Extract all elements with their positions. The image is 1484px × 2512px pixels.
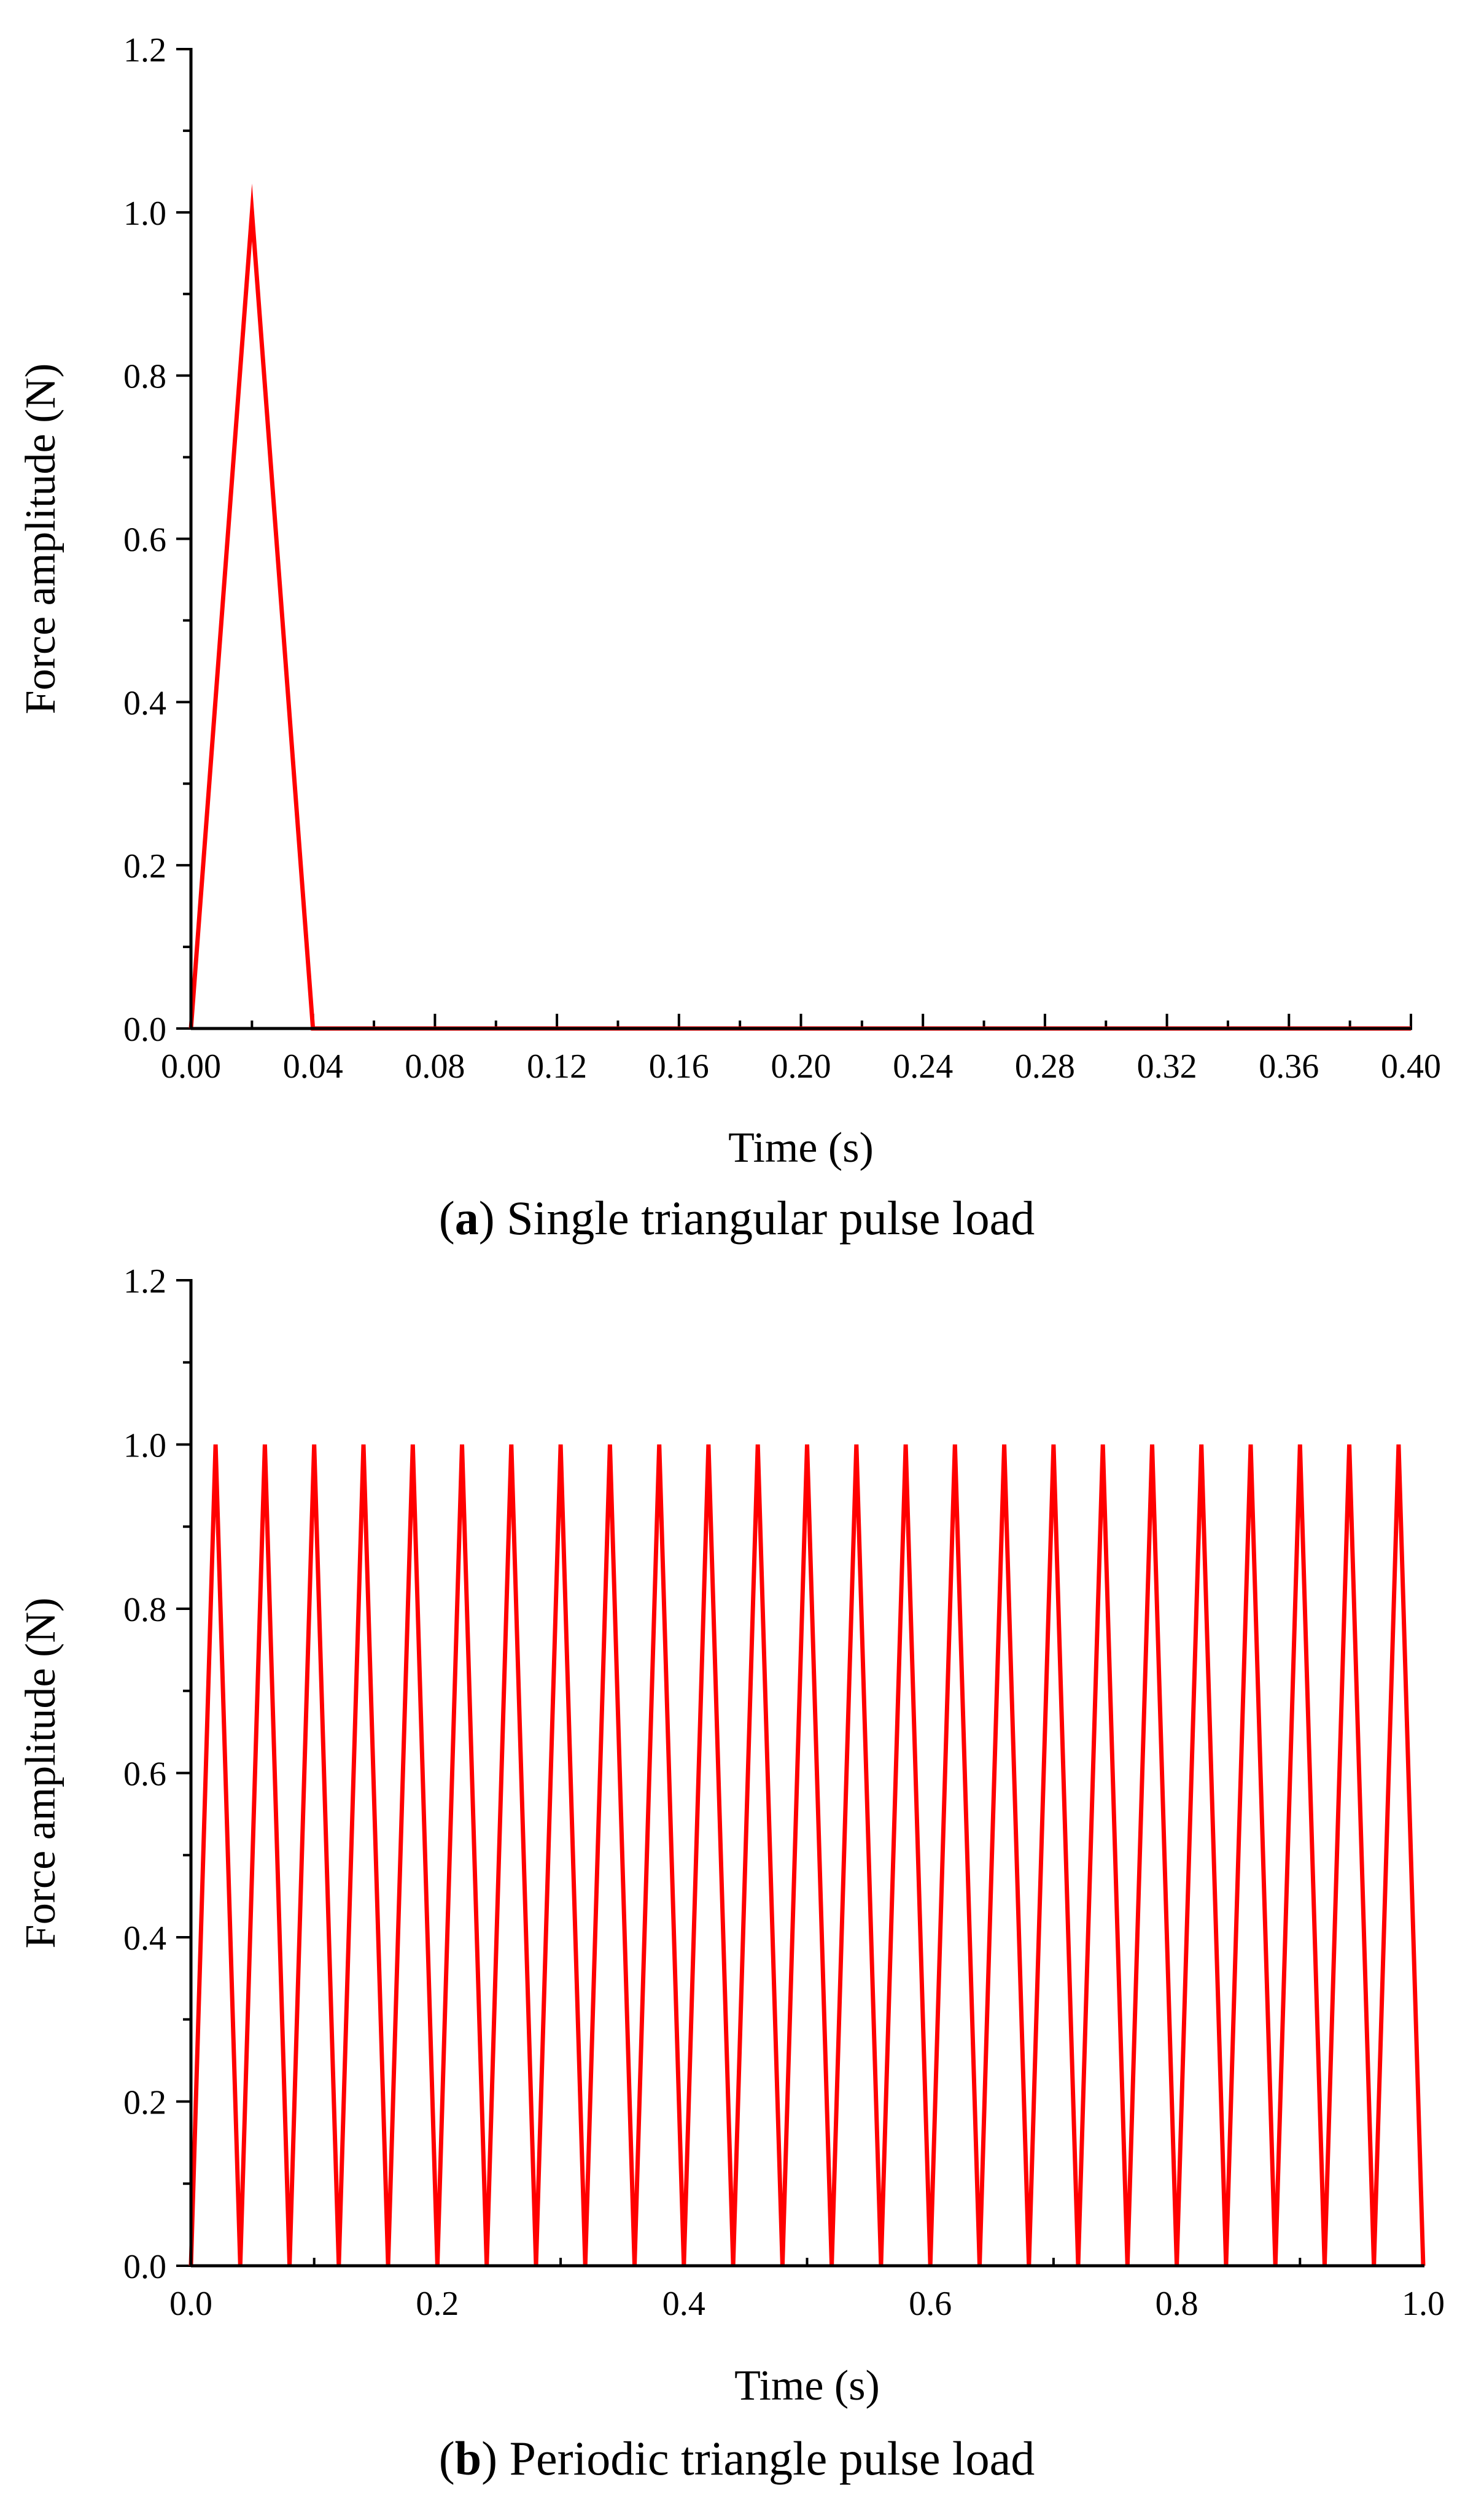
- chart-a-caption-title: Single triangular pulse load: [507, 1191, 1035, 1245]
- chart-b-x-tick-label: 0.4: [662, 2285, 705, 2323]
- chart-a-x-tick-label: 0.16: [649, 1048, 709, 1086]
- chart-a-x-tick-label: 0.32: [1137, 1048, 1197, 1086]
- chart-a-x-tick-label: 0.24: [893, 1048, 953, 1086]
- chart-a-y-tick-label: 0.6: [123, 521, 166, 559]
- chart-b-caption-letter: b: [455, 2432, 481, 2485]
- chart-a-x-tick-label: 0.04: [283, 1048, 343, 1086]
- chart-a-y-tick-label: 0.8: [123, 358, 166, 396]
- chart-a-x-axis-title: Time (s): [728, 1124, 874, 1172]
- chart-b-x-tick-label: 0.8: [1156, 2285, 1198, 2323]
- chart-b-y-axis-title: Force amplitude (N): [17, 1598, 64, 1948]
- chart-b-caption-title: Periodic triangle pulse load: [510, 2432, 1035, 2485]
- chart-a-x-tick-label: 0.20: [771, 1048, 831, 1086]
- chart-b-y-tick-label: 0.0: [123, 2248, 166, 2286]
- chart-a-y-tick-label: 0.2: [123, 847, 166, 885]
- chart-a: 0.0 0.2 0.4 0.6 0.8 1.0 1.2 0.00 0.04 0.08 0.12 0.1…: [17, 31, 1441, 1245]
- chart-a-x-tick-label: 0.08: [405, 1048, 465, 1086]
- chart-a-x-tick-label: 0.12: [527, 1048, 587, 1086]
- chart-a-y-tick-label: 0.4: [123, 684, 166, 722]
- chart-a-y-tick-label: 1.2: [123, 31, 166, 69]
- chart-b-x-axis-title: Time (s): [734, 2362, 880, 2409]
- chart-a-caption: (a) Single triangular pulse load: [439, 1191, 1035, 1245]
- chart-b-x-tick-label: 0.6: [909, 2285, 952, 2323]
- chart-a-series-line: [188, 183, 1411, 1031]
- chart-a-x-tick-label: 0.36: [1259, 1048, 1319, 1086]
- chart-a-x-tick-label: 0.00: [161, 1048, 221, 1086]
- chart-b-x-tick-label: 1.0: [1402, 2285, 1445, 2323]
- chart-b-y-tick-label: 0.2: [123, 2084, 166, 2122]
- chart-b-caption: (b) Periodic triangle pulse load: [439, 2432, 1035, 2485]
- chart-b-x-tick-label: 0.2: [416, 2285, 459, 2323]
- chart-b-series-line: [188, 1444, 1426, 2266]
- chart-b-y-tick-label: 1.0: [123, 1427, 166, 1465]
- chart-a-y-tick-label: 0.0: [123, 1011, 166, 1049]
- chart-b-x-tick-label: 0.0: [169, 2285, 212, 2323]
- chart-b-y-tick-label: 0.8: [123, 1591, 166, 1629]
- chart-b-y-tick-label: 0.6: [123, 1756, 166, 1794]
- chart-b-y-tick-label: 0.4: [123, 1919, 166, 1958]
- chart-a-x-tick-label: 0.28: [1015, 1048, 1075, 1086]
- chart-a-y-axis-title: Force amplitude (N): [17, 364, 64, 714]
- chart-b: 0.00.20.40.60.81.01.20.0 0.2 0.4 0.6 0.8 1.0 …: [17, 1262, 1445, 2485]
- chart-b-y-tick-label: 1.2: [123, 1262, 166, 1301]
- chart-a-y-tick-label: 1.0: [123, 195, 166, 233]
- chart-a-x-tick-label: 0.40: [1381, 1048, 1441, 1086]
- chart-a-caption-letter: a: [455, 1191, 479, 1245]
